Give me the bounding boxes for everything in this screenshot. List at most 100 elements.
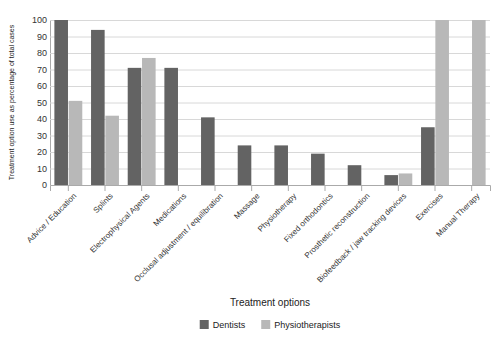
bar bbox=[274, 145, 288, 185]
bar bbox=[399, 173, 413, 185]
x-tick-mark bbox=[471, 185, 472, 191]
x-tick-mark bbox=[398, 185, 399, 191]
x-tick-label: Medications bbox=[152, 192, 189, 229]
y-tick-label: 30 bbox=[37, 131, 47, 141]
x-tick: Biofeedback / jaw tracking devices bbox=[315, 185, 408, 284]
bar bbox=[311, 154, 325, 185]
y-tick-label: 60 bbox=[37, 81, 47, 91]
bar bbox=[215, 185, 229, 186]
x-tick-label: Massage bbox=[232, 191, 262, 221]
bar bbox=[91, 30, 105, 185]
y-tick: 100 bbox=[32, 15, 490, 25]
y-tick-label: 40 bbox=[37, 114, 47, 124]
y-tick: 40 bbox=[37, 114, 490, 124]
grid-line bbox=[50, 20, 490, 21]
legend-swatch bbox=[261, 320, 270, 329]
x-tick-label: Manual Therapy bbox=[434, 192, 481, 239]
grid-line bbox=[50, 53, 490, 54]
grid-line bbox=[50, 103, 490, 104]
bar bbox=[105, 116, 119, 185]
bar bbox=[348, 165, 362, 185]
bar bbox=[435, 20, 449, 185]
bar bbox=[384, 175, 398, 185]
bar bbox=[472, 20, 486, 185]
x-axis: Advice / Education SplintsElectrophysical… bbox=[25, 185, 491, 284]
x-tick-mark bbox=[141, 185, 142, 191]
x-tick-mark bbox=[178, 185, 179, 191]
bar bbox=[421, 127, 435, 185]
x-tick-mark bbox=[68, 185, 69, 191]
x-tick-mark bbox=[215, 185, 216, 191]
x-tick-label: Electrophysical Agents bbox=[88, 192, 151, 255]
legend-label: Dentists bbox=[213, 320, 246, 330]
bar bbox=[238, 145, 252, 185]
x-tick: Advice / Education bbox=[25, 185, 78, 245]
x-tick: Manual Therapy bbox=[434, 185, 481, 239]
bar bbox=[325, 185, 339, 186]
x-tick: Splints bbox=[92, 185, 115, 215]
y-tick-label: 80 bbox=[37, 48, 47, 58]
bar bbox=[289, 185, 303, 186]
chart-svg: 0 10 20 30 40 50 60 70 80 90 100 Advice / Education… bbox=[0, 0, 500, 340]
y-axis-line bbox=[51, 21, 491, 186]
x-tick-mark bbox=[288, 185, 289, 191]
x-tick: Electrophysical Agents bbox=[88, 185, 151, 255]
y-tick-label: 70 bbox=[37, 65, 47, 75]
x-tick: Exercises bbox=[414, 185, 445, 222]
x-tick: Physiotherapy bbox=[256, 185, 298, 234]
y-tick: 80 bbox=[37, 48, 490, 58]
y-axis: 0 10 20 30 40 50 60 70 80 90 100 bbox=[32, 15, 490, 190]
y-tick-label: 100 bbox=[32, 15, 47, 25]
bar bbox=[69, 101, 83, 185]
legend-label: Physiotherapists bbox=[274, 320, 341, 330]
bar-series bbox=[69, 20, 486, 185]
y-tick: 60 bbox=[37, 81, 490, 91]
bar bbox=[142, 58, 156, 185]
bar bbox=[128, 68, 142, 185]
bar bbox=[458, 185, 472, 186]
x-tick: Prosthetic reconstruction bbox=[303, 185, 372, 260]
x-tick-label: Occlusal adjustment / equilibration bbox=[132, 192, 225, 285]
y-tick-label: 50 bbox=[37, 98, 47, 108]
bar bbox=[362, 185, 376, 186]
x-tick-label: Splints bbox=[92, 192, 115, 215]
x-tick-label: Prosthetic reconstruction bbox=[303, 192, 372, 261]
x-tick-mark bbox=[435, 185, 436, 191]
grid-line bbox=[50, 70, 490, 71]
grid-line bbox=[50, 37, 490, 38]
legend-swatch bbox=[200, 320, 209, 329]
y-tick: 90 bbox=[37, 32, 490, 42]
x-tick: Massage bbox=[232, 185, 262, 221]
bar bbox=[54, 20, 68, 185]
bar bbox=[201, 117, 215, 185]
y-tick-label: 0 bbox=[42, 180, 47, 190]
x-tick-mark bbox=[105, 185, 106, 191]
y-tick: 70 bbox=[37, 65, 490, 75]
y-tick-label: 90 bbox=[37, 32, 47, 42]
y-axis-title: Treatment option use as percentage of to… bbox=[8, 24, 16, 180]
chart-container: 0 10 20 30 40 50 60 70 80 90 100 Advice / Education… bbox=[0, 0, 500, 340]
bar bbox=[179, 185, 193, 186]
x-tick-label: Exercises bbox=[414, 192, 445, 223]
legend-item: Physiotherapists bbox=[261, 320, 341, 330]
legend-item: Dentists bbox=[200, 320, 246, 330]
x-axis-title: Treatment options bbox=[230, 297, 310, 308]
bar-series bbox=[54, 20, 434, 185]
x-tick-label: Advice / Education bbox=[25, 192, 78, 245]
x-tick-label: Biofeedback / jaw tracking devices bbox=[315, 192, 408, 285]
bars bbox=[54, 20, 485, 185]
legend: Dentists Physiotherapists bbox=[200, 320, 341, 330]
x-tick-mark bbox=[325, 185, 326, 191]
bar bbox=[164, 68, 178, 185]
x-tick-mark bbox=[251, 185, 252, 191]
x-tick: Occlusal adjustment / equilibration bbox=[132, 185, 225, 284]
x-axis-line bbox=[51, 186, 491, 192]
plot: 0 10 20 30 40 50 60 70 80 90 100 Advice / Education… bbox=[25, 15, 491, 284]
x-tick-mark bbox=[361, 185, 362, 191]
x-tick: Medications bbox=[152, 185, 189, 228]
y-tick-label: 10 bbox=[37, 164, 47, 174]
bar bbox=[252, 185, 266, 186]
grid-line bbox=[50, 86, 490, 87]
y-tick: 50 bbox=[37, 98, 490, 108]
y-tick-label: 20 bbox=[37, 147, 47, 157]
